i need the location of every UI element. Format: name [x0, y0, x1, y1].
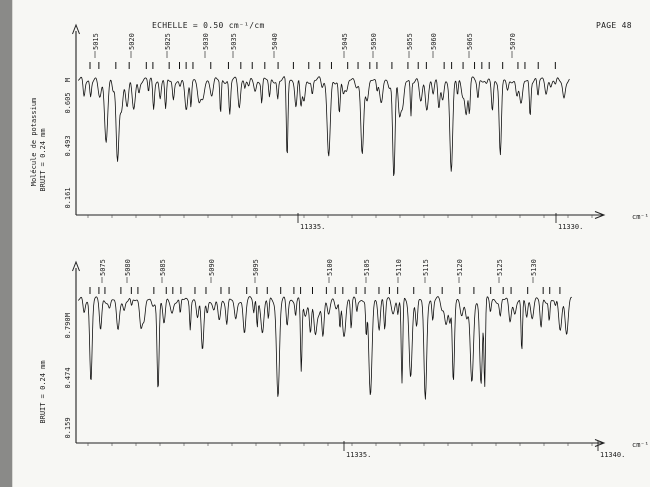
noise-label: BRUIT = 0.24 mm — [39, 360, 47, 423]
line-number-label: 5090 — [208, 259, 216, 276]
y-tick-label: 0.161 — [64, 187, 72, 208]
y-tick-label: 0.493 — [64, 135, 72, 156]
line-number-label: 5080 — [124, 259, 132, 276]
page-header: ECHELLE = 0.50 cm⁻¹/cm PAGE 48 — [0, 0, 650, 40]
line-number-label: 5020 — [128, 33, 136, 50]
y-axis-arrow — [72, 260, 80, 272]
x-tick-label: 11335. — [346, 451, 371, 459]
line-number-label: 5105 — [363, 259, 371, 276]
line-number-label: 5030 — [202, 33, 210, 50]
line-number-label: 5085 — [159, 259, 167, 276]
line-number-label: 5015 — [92, 33, 100, 50]
line-number-label: 5040 — [271, 33, 279, 50]
marker-m: M — [64, 78, 72, 82]
noise-label: BRUIT = 0.24 mm — [39, 128, 47, 191]
x-axis-arrow — [594, 211, 606, 219]
line-number-label: 5050 — [370, 33, 378, 50]
x-tick-label: 11330. — [558, 223, 583, 231]
line-number-label: 5115 — [422, 259, 430, 276]
line-number-label: 5070 — [509, 33, 517, 50]
line-number-label: 5055 — [406, 33, 414, 50]
page-number: PAGE 48 — [596, 21, 632, 30]
line-number-label: 5035 — [230, 33, 238, 50]
spectrum-panel-top: 11335. 11330. cm⁻¹ 0.605 0.493 0.161 M BRUIT = … — [30, 23, 649, 231]
line-number-label: 5045 — [341, 33, 349, 50]
y-tick-label: 0.159 — [64, 417, 72, 438]
y-tick-label: 0.605 — [64, 92, 72, 113]
y-axis-title: Molécule de potassium — [30, 98, 38, 187]
scale-caption: ECHELLE = 0.50 cm⁻¹/cm — [152, 21, 265, 30]
line-number-label: 5120 — [456, 259, 464, 276]
y-tick-label: 0.474 — [64, 367, 72, 388]
spectrum-panel-bottom: 11335. 11340. cm⁻¹ 0.790 0.474 0.159 M BRUIT = … — [39, 259, 649, 459]
line-number-label: 5060 — [430, 33, 438, 50]
x-axis-unit-label: cm⁻¹ — [632, 441, 649, 449]
line-number-label: 5125 — [496, 259, 504, 276]
line-number-label: 5025 — [164, 33, 172, 50]
x-tick-label: 11340. — [600, 451, 625, 459]
spectrum-trace — [77, 76, 570, 177]
line-number-label: 5110 — [395, 259, 403, 276]
y-axis-arrow — [72, 23, 80, 35]
spectrum-trace — [77, 296, 572, 400]
line-number-label: 5100 — [326, 259, 334, 276]
x-axis-unit-label: cm⁻¹ — [632, 213, 649, 221]
x-tick-label: 11335. — [300, 223, 325, 231]
line-number-label: 5095 — [252, 259, 260, 276]
y-tick-label: 0.790 — [64, 317, 72, 338]
line-number-label: 5075 — [99, 259, 107, 276]
line-number-label: 5130 — [530, 259, 538, 276]
line-number-label: 5065 — [466, 33, 474, 50]
marker-m: M — [64, 313, 72, 317]
